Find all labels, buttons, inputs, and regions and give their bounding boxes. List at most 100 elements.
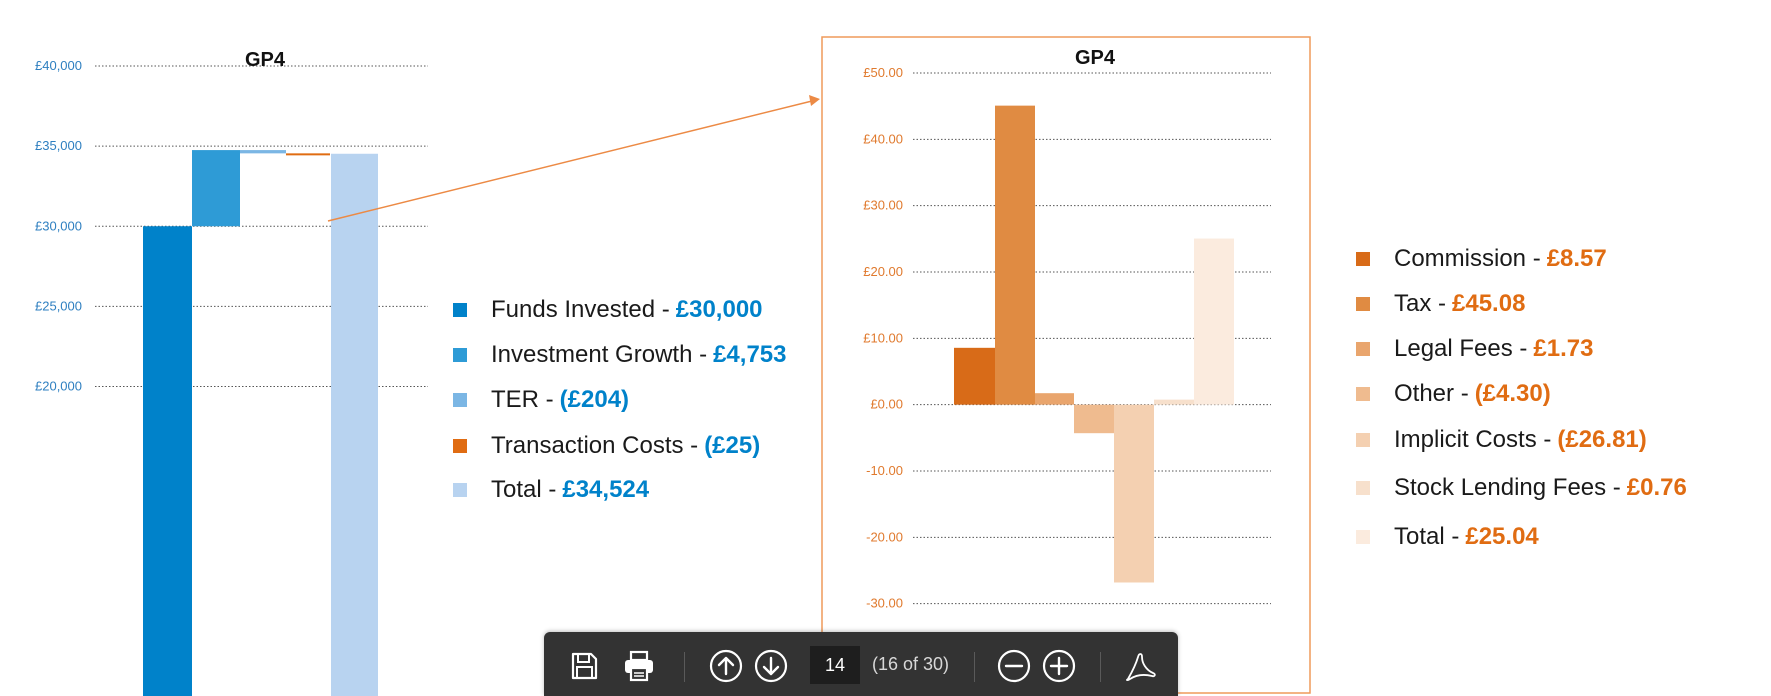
y-tick-label: £35,000 (35, 138, 82, 153)
open-in-acrobat-button[interactable] (1122, 648, 1158, 684)
pdf-viewer-toolbar: (16 of 30) (544, 632, 1178, 696)
costs-legend-item: Stock Lending Fees - £0.76 (1356, 474, 1687, 502)
bar-stock-lending-fees (1154, 399, 1194, 405)
legend-value: (£204) (559, 386, 630, 413)
zoom-out-button[interactable] (996, 648, 1032, 684)
legend-label: Funds Invested - (491, 296, 670, 323)
next-page-button[interactable] (753, 648, 789, 684)
zoom-connector-arrow (327, 100, 813, 222)
y-tick-label: -20.00 (866, 529, 903, 544)
transaction-costs-chart: -30.00 -20.00 -10.00 £0.00 £10.00 £20.00 £30.0… (863, 47, 1271, 611)
legend-swatch (453, 393, 467, 407)
y-tick-label: -30.00 (866, 596, 903, 611)
legend-value: £45.08 (1452, 290, 1526, 317)
zoom-connector-arrowhead (809, 95, 820, 106)
funds-legend-item: Funds Invested - £30,000 (453, 296, 763, 324)
y-tick-label: £25,000 (35, 298, 82, 313)
chart-title: GP4 (245, 49, 286, 71)
bar-implicit-costs (1114, 404, 1154, 583)
legend-value: £1.73 (1533, 335, 1594, 362)
print-icon (625, 650, 653, 682)
costs-legend-item: Tax - £45.08 (1356, 290, 1525, 318)
legend-value: £25.04 (1465, 523, 1539, 550)
costs-legend-item: Commission - £8.57 (1356, 245, 1607, 273)
bar-legal-fees (1035, 393, 1074, 405)
bar-investment-growth (192, 150, 240, 227)
legend-value: £8.57 (1546, 245, 1607, 272)
y-tick-label: £10.00 (863, 330, 903, 345)
funds-legend-item: Transaction Costs - (£25) (453, 432, 760, 460)
legend-label: Investment Growth - (491, 341, 708, 368)
previous-page-button[interactable] (708, 648, 744, 684)
legend-value: (£25) (704, 432, 761, 459)
y-tick-label: £20,000 (35, 379, 82, 394)
costs-legend-item: Total - £25.04 (1356, 523, 1539, 551)
page-number-input[interactable] (810, 646, 860, 684)
funds-legend-item: Total - £34,524 (453, 476, 649, 504)
bar-tax (995, 105, 1035, 405)
funds-legend-item: TER - (£204) (453, 386, 629, 414)
legend-swatch (1356, 252, 1370, 266)
legend-swatch (453, 303, 467, 317)
zoom-in-button[interactable] (1041, 648, 1077, 684)
legend-value: £34,524 (562, 476, 650, 503)
toolbar-divider (974, 652, 975, 682)
legend-label: Total - (1394, 523, 1460, 550)
print-button[interactable] (621, 648, 657, 684)
y-tick-label: -10.00 (866, 463, 903, 478)
bar-funds-invested (143, 226, 192, 696)
legend-swatch (1356, 342, 1370, 356)
costs-legend-item: Legal Fees - £1.73 (1356, 335, 1593, 363)
toolbar-divider (684, 652, 685, 682)
page-count-label: (16 of 30) (872, 654, 950, 674)
legend-swatch (453, 439, 467, 453)
legend-label: Transaction Costs - (491, 432, 699, 459)
bar-ter (240, 150, 286, 154)
legend-label: Other - (1394, 380, 1469, 407)
legend-swatch (453, 348, 467, 362)
bar-commission (954, 347, 995, 405)
toolbar-divider (1100, 652, 1101, 682)
funds-legend-item: Investment Growth - £4,753 (453, 341, 786, 369)
legend-swatch (1356, 297, 1370, 311)
legend-value: £0.76 (1626, 474, 1687, 501)
legend-value: £4,753 (713, 341, 787, 368)
arrow-up-circle-icon (709, 649, 743, 683)
legend-swatch (453, 483, 467, 497)
legend-label: Implicit Costs - (1394, 426, 1552, 453)
legend-label: TER - (491, 386, 554, 413)
y-tick-label: £40,000 (35, 58, 82, 73)
bar-other (1074, 404, 1114, 434)
y-tick-label: £20.00 (863, 264, 903, 279)
legend-label: Tax - (1394, 290, 1447, 317)
costs-legend-item: Other - (£4.30) (1356, 380, 1551, 408)
y-tick-label: £30.00 (863, 198, 903, 213)
acrobat-icon (1126, 653, 1156, 682)
legend-label: Commission - (1394, 245, 1541, 272)
legend-label: Legal Fees - (1394, 335, 1528, 362)
legend-swatch (1356, 481, 1370, 495)
save-icon (571, 652, 598, 680)
zoom-in-icon (1042, 649, 1076, 683)
bar-total (1194, 238, 1234, 405)
legend-label: Total - (491, 476, 557, 503)
bar-total (331, 153, 378, 696)
y-tick-label: £50.00 (863, 65, 903, 80)
legend-swatch (1356, 387, 1370, 401)
y-tick-label: £40.00 (863, 131, 903, 146)
zoom-out-icon (997, 649, 1031, 683)
costs-legend-item: Implicit Costs - (£26.81) (1356, 426, 1647, 454)
y-tick-label: £0.00 (870, 397, 903, 412)
y-tick-label: £30,000 (35, 218, 82, 233)
legend-value: (£4.30) (1474, 380, 1551, 407)
save-button[interactable] (566, 648, 602, 684)
legend-label: Stock Lending Fees - (1394, 474, 1621, 501)
chart-title: GP4 (1075, 47, 1116, 69)
legend-swatch (1356, 530, 1370, 544)
legend-swatch (1356, 433, 1370, 447)
bar-transaction-costs (286, 153, 330, 156)
legend-value: £30,000 (675, 296, 763, 323)
legend-value: (£26.81) (1557, 426, 1647, 453)
